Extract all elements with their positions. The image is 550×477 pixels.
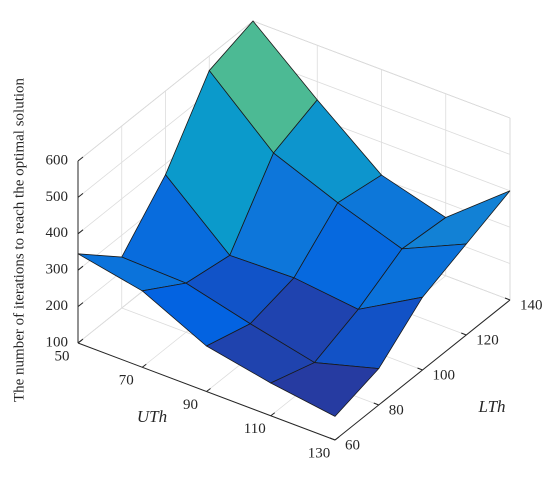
z-tick: [77, 265, 84, 271]
y-tick-label: 100: [433, 367, 456, 383]
x-axis-label: UTh: [137, 407, 167, 426]
z-tick: [77, 229, 84, 235]
z-tick: [77, 338, 84, 344]
y-tick-label: 120: [476, 332, 499, 348]
z-tick-label: 300: [46, 262, 69, 278]
x-tick: [270, 412, 276, 417]
y-tick-label: 80: [389, 402, 404, 418]
z-tick: [77, 156, 84, 162]
x-tick-label: 50: [55, 348, 70, 364]
z-tick-label: 100: [46, 334, 69, 350]
z-tick: [77, 193, 84, 198]
y-axis-label: LTh: [477, 397, 505, 416]
z-axis-label: The number of iterations to reach the op…: [11, 77, 27, 402]
z-tick-label: 400: [46, 225, 69, 241]
x-tick-label: 130: [308, 445, 331, 461]
surface-patch: [269, 362, 380, 417]
z-tick-label: 500: [46, 189, 69, 205]
x-tick-label: 110: [244, 421, 266, 437]
z-tick: [77, 302, 84, 307]
y-tick: [461, 332, 467, 336]
z-tick-label: 200: [46, 298, 69, 314]
x-tick: [206, 388, 211, 392]
y-tick-label: 140: [520, 297, 543, 313]
x-tick-label: 70: [119, 373, 134, 389]
x-tick-label: 90: [183, 397, 198, 413]
x-tick: [141, 363, 147, 368]
x-tick: [334, 436, 340, 441]
y-tick: [373, 402, 379, 406]
y-tick-label: 60: [345, 437, 360, 453]
y-tick: [504, 297, 511, 301]
z-tick-label: 600: [46, 152, 69, 168]
y-tick: [329, 437, 336, 441]
y-tick: [417, 367, 423, 371]
